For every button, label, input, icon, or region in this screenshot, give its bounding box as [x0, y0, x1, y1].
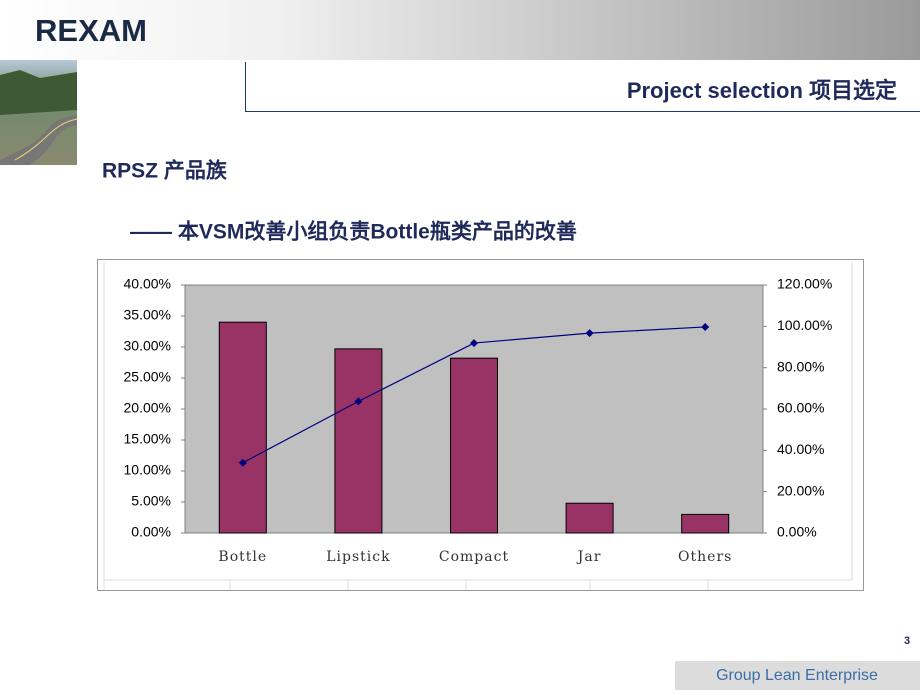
- landscape-photo: [0, 60, 78, 165]
- x-tick-label: Bottle: [218, 549, 267, 565]
- x-tick-label: Others: [678, 549, 732, 565]
- y2-tick-label: 0.00%: [777, 524, 817, 540]
- bar: [565, 502, 614, 534]
- y-tick-label: 15.00%: [124, 431, 171, 447]
- y2-tick-label: 80.00%: [777, 358, 824, 374]
- y2-tick-label: 120.00%: [777, 276, 832, 292]
- y2-tick-label: 100.00%: [777, 317, 832, 333]
- slide-title: Project selection 项目选定: [627, 78, 897, 103]
- bar: [334, 348, 383, 534]
- x-tick-label: Compact: [439, 549, 509, 565]
- line-marker: [354, 397, 363, 406]
- top-bar: [0, 0, 920, 60]
- bar: [450, 357, 498, 534]
- line-marker: [585, 329, 594, 338]
- line-marker: [470, 339, 478, 348]
- y-tick-label: 30.00%: [124, 338, 171, 354]
- y-tick-label: 0.00%: [131, 524, 171, 540]
- x-tick-label: Lipstick: [326, 549, 390, 565]
- y2-tick-label: 40.00%: [777, 441, 824, 457]
- y-tick-label: 5.00%: [131, 493, 171, 509]
- page-number: 3: [904, 635, 910, 647]
- y-tick-label: 35.00%: [124, 307, 171, 323]
- chart: 0.00% 5.00% 10.00% 15.00% 20.00% 25.00% 30.00%…: [124, 276, 833, 565]
- y-tick-label: 25.00%: [124, 369, 171, 385]
- line-marker: [238, 458, 247, 467]
- footer-label: Group Lean Enterprise: [716, 667, 878, 684]
- y-tick-label: 20.00%: [124, 400, 171, 416]
- footer-box: [675, 661, 920, 690]
- bar: [218, 321, 267, 534]
- y2-tick-label: 20.00%: [777, 482, 824, 498]
- y-tick-label: 40.00%: [124, 276, 171, 292]
- heading: RPSZ 产品族: [102, 159, 228, 183]
- bar: [681, 513, 730, 534]
- y-tick-label: 10.00%: [124, 462, 171, 478]
- logo: REXAM: [35, 13, 147, 48]
- subheading: —— 本VSM改善小组负责Bottle瓶类产品的改善: [130, 220, 577, 244]
- x-tick-label: Jar: [576, 549, 602, 565]
- line-marker: [701, 322, 710, 331]
- y2-tick-label: 60.00%: [777, 400, 824, 416]
